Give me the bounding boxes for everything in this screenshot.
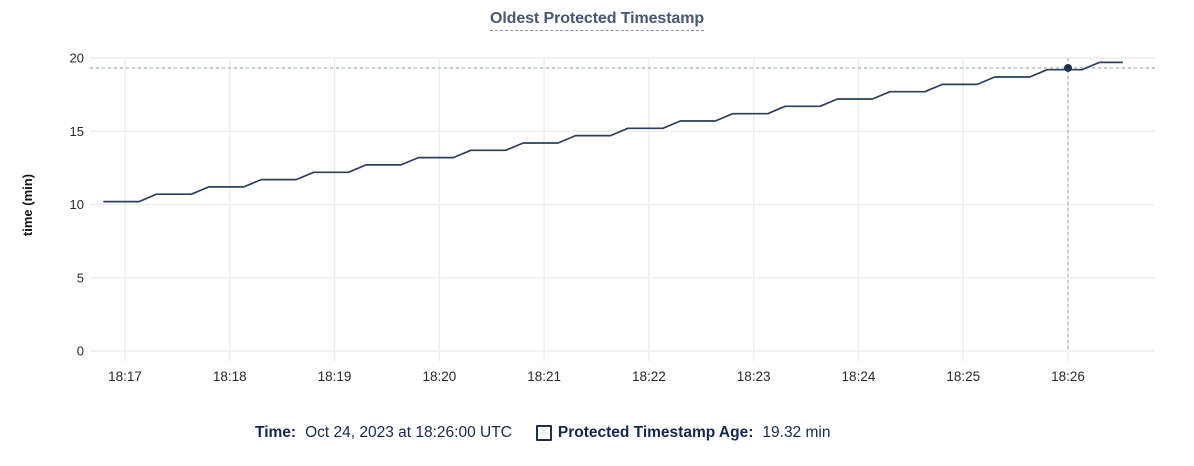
chart-title[interactable]: Oldest Protected Timestamp [489, 10, 704, 31]
series-line [103, 61, 1124, 203]
series-value: 19.32 min [762, 424, 831, 441]
x-tick-label: 18:21 [527, 369, 561, 384]
x-tick-label: 18:25 [946, 369, 980, 384]
series-label[interactable]: Protected Timestamp Age: [557, 424, 754, 441]
chart-title-row: Oldest Protected Timestamp [0, 10, 1194, 31]
time-label: Time: [255, 424, 297, 441]
y-tick-label: 0 [77, 344, 84, 359]
hover-point-dot [1064, 63, 1073, 72]
y-tick-label: 10 [70, 197, 84, 212]
x-tick-label: 18:20 [422, 369, 456, 384]
x-tick-label: 18:19 [318, 369, 352, 384]
x-tick-label: 18:23 [737, 369, 771, 384]
y-tick-label: 15 [70, 124, 84, 139]
x-tick-label: 18:18 [213, 369, 247, 384]
x-tick-label: 18:17 [108, 369, 142, 384]
y-tick-label: 5 [77, 270, 84, 285]
x-tick-label: 18:26 [1051, 369, 1085, 384]
y-axis-label: time (min) [20, 174, 35, 236]
series-checkbox-icon[interactable] [535, 425, 552, 441]
x-tick-label: 18:22 [632, 369, 666, 384]
time-value: Oct 24, 2023 at 18:26:00 UTC [305, 424, 512, 441]
timeseries-plot[interactable]: 0 5 10 15 20 18:17 18:18 18:19 18:20 18:21 18:22 18… [0, 0, 1194, 410]
hover-legend: Time: Oct 24, 2023 at 18:26:00 UTC Prote… [255, 424, 830, 442]
x-tick-label: 18:24 [842, 369, 876, 384]
y-tick-label: 20 [70, 51, 84, 66]
